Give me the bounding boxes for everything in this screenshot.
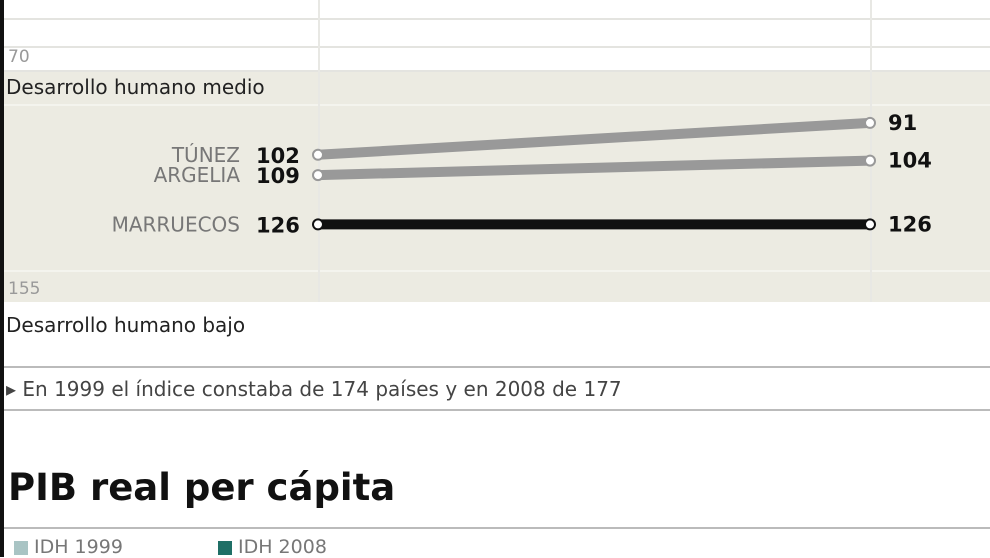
gridline <box>4 104 990 106</box>
section-title: PIB real per cápita <box>8 466 396 509</box>
footnote: ▸ En 1999 el índice constaba de 174 país… <box>6 377 622 401</box>
tick-155: 155 <box>8 279 41 299</box>
medium-development-band <box>4 72 990 302</box>
end-value-label: 91 <box>888 111 917 135</box>
series-line-tunez <box>317 117 871 160</box>
point-argelia <box>312 169 324 182</box>
country-label: MARRUECOS <box>112 212 240 236</box>
legend-swatch <box>14 540 28 555</box>
slope-chart: TÚNEZ 102 91 ARGELIA 109 104 MARRUECOS 126 126 <box>112 111 932 238</box>
point-marruecos <box>312 218 324 231</box>
bullet-icon: ▸ <box>6 377 23 401</box>
gridline <box>4 46 990 48</box>
year-2008-line <box>870 0 872 302</box>
country-label: ARGELIA <box>154 163 241 187</box>
left-border <box>0 0 4 557</box>
tick-70: 70 <box>8 47 30 67</box>
gridline <box>4 70 990 72</box>
start-value-label: 102 <box>256 144 300 168</box>
footnote-text: En 1999 el índice constaba de 174 países… <box>22 377 622 401</box>
legend-label: IDH 2008 <box>238 536 327 558</box>
divider <box>4 527 990 529</box>
band-label-medium: Desarrollo humano medio <box>6 75 265 99</box>
legend-item-1999: IDH 1999 <box>14 536 123 558</box>
point-marruecos <box>864 218 876 231</box>
band-label-low: Desarrollo humano bajo <box>6 313 246 337</box>
start-value-label: 126 <box>256 213 300 237</box>
end-value-label: 126 <box>888 212 932 236</box>
country-label: TÚNEZ <box>171 143 240 167</box>
series-line-argelia <box>317 155 871 181</box>
point-tunez <box>312 148 324 161</box>
gridline <box>4 18 990 20</box>
divider <box>4 366 990 368</box>
point-tunez <box>864 116 876 129</box>
divider <box>4 409 990 411</box>
point-argelia <box>864 154 876 167</box>
legend-item-2008: IDH 2008 <box>218 536 327 558</box>
end-value-label: 104 <box>888 149 932 173</box>
gridline <box>4 270 990 272</box>
start-value-label: 109 <box>256 164 300 188</box>
legend-label: IDH 1999 <box>34 536 123 558</box>
legend-swatch <box>218 540 232 555</box>
